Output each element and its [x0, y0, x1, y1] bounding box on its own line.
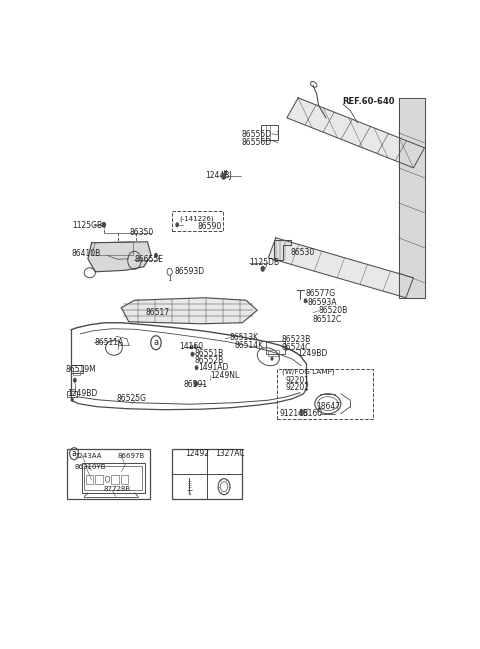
Text: 86555D: 86555D	[241, 130, 272, 140]
Text: 1125DB: 1125DB	[249, 258, 279, 267]
Text: 86551B: 86551B	[195, 349, 224, 358]
Text: 86511A: 86511A	[94, 338, 123, 347]
Text: 86517: 86517	[145, 308, 170, 317]
Text: 86590: 86590	[198, 222, 222, 231]
Bar	[261, 125, 277, 140]
Text: 1244BJ: 1244BJ	[205, 171, 232, 180]
Text: 86593D: 86593D	[174, 267, 204, 276]
Bar	[71, 365, 83, 373]
Bar	[72, 371, 80, 374]
Polygon shape	[88, 242, 151, 272]
Text: 14160: 14160	[179, 342, 203, 350]
Text: 86160: 86160	[298, 410, 322, 418]
Circle shape	[73, 378, 77, 383]
Text: a: a	[154, 338, 158, 347]
Text: 1243AA: 1243AA	[74, 452, 102, 459]
Text: 1491AD: 1491AD	[198, 363, 229, 373]
Bar	[172, 212, 223, 231]
Circle shape	[261, 266, 265, 272]
Circle shape	[271, 357, 274, 361]
Bar	[172, 448, 241, 498]
Polygon shape	[287, 98, 424, 168]
Text: 1249BD: 1249BD	[297, 349, 327, 358]
Text: 92201: 92201	[286, 376, 310, 386]
Text: (-141226): (-141226)	[179, 215, 214, 222]
Text: 91214B: 91214B	[279, 410, 309, 418]
Text: REF.60-640: REF.60-640	[343, 97, 395, 106]
Text: 86593A: 86593A	[307, 298, 337, 307]
Text: 86350: 86350	[129, 228, 154, 238]
Polygon shape	[398, 98, 424, 298]
Text: 86552B: 86552B	[195, 356, 224, 365]
Text: (W/FOG LAMP): (W/FOG LAMP)	[282, 369, 335, 375]
Text: a: a	[72, 449, 76, 458]
Bar	[266, 341, 285, 354]
Bar	[67, 448, 150, 498]
Text: 86591: 86591	[183, 380, 208, 389]
Text: 86513K: 86513K	[229, 333, 258, 342]
Text: 86525G: 86525G	[117, 394, 146, 403]
Text: 86523B: 86523B	[281, 336, 311, 344]
Text: 92202: 92202	[286, 383, 310, 392]
Circle shape	[304, 299, 307, 303]
Text: 1125GB: 1125GB	[72, 221, 103, 230]
Text: 86310YB: 86310YB	[74, 463, 106, 470]
Text: 18647: 18647	[317, 402, 341, 411]
Circle shape	[102, 222, 106, 228]
Text: 86410B: 86410B	[72, 249, 101, 258]
Bar	[86, 474, 94, 484]
Text: 86520B: 86520B	[319, 306, 348, 315]
Circle shape	[285, 347, 288, 350]
Polygon shape	[274, 240, 290, 260]
Text: 86530: 86530	[290, 249, 315, 257]
Circle shape	[71, 398, 74, 402]
Circle shape	[195, 365, 198, 370]
Text: 86514K: 86514K	[234, 341, 263, 350]
Circle shape	[193, 381, 198, 387]
Bar	[82, 463, 145, 493]
Bar	[276, 369, 373, 419]
Bar	[267, 350, 279, 356]
Text: 86697B: 86697B	[117, 452, 144, 459]
Polygon shape	[121, 298, 257, 324]
Text: 86524C: 86524C	[281, 343, 311, 352]
Text: 87728B: 87728B	[104, 485, 131, 492]
Text: 12492: 12492	[185, 449, 209, 458]
Bar	[84, 466, 142, 490]
Text: 1249BD: 1249BD	[67, 389, 98, 398]
Text: 86512C: 86512C	[313, 315, 342, 324]
Circle shape	[221, 173, 226, 180]
Text: 1327AC: 1327AC	[215, 449, 245, 458]
Polygon shape	[268, 238, 413, 298]
Text: 86556D: 86556D	[241, 138, 272, 147]
Bar	[96, 474, 103, 484]
Text: 86519M: 86519M	[65, 365, 96, 374]
Text: 86577G: 86577G	[305, 289, 336, 299]
Bar	[67, 391, 77, 397]
Text: 86655E: 86655E	[134, 255, 163, 264]
Circle shape	[175, 223, 179, 227]
Circle shape	[191, 352, 194, 357]
Bar	[120, 474, 128, 484]
Text: 1249NL: 1249NL	[210, 371, 240, 380]
Bar	[111, 474, 119, 484]
Circle shape	[154, 252, 158, 258]
